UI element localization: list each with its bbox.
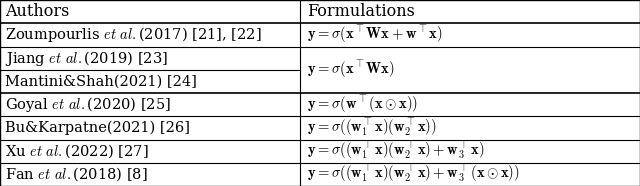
Text: $\mathbf{y} = \sigma(\mathbf{w}^\top (\mathbf{x} \odot \mathbf{x}))$: $\mathbf{y} = \sigma(\mathbf{w}^\top (\m… (307, 94, 419, 116)
Text: $\mathbf{y} = \sigma(\mathbf{x}^\top \mathbf{Wx} + \mathbf{w}^\top \mathbf{x})$: $\mathbf{y} = \sigma(\mathbf{x}^\top \ma… (307, 24, 443, 46)
Text: Mantini&Shah(2021) [24]: Mantini&Shah(2021) [24] (5, 74, 197, 88)
Text: Xu $\it{et~al.}$(2022) [27]: Xu $\it{et~al.}$(2022) [27] (5, 142, 148, 160)
Text: $\mathbf{y} = \sigma((\mathbf{w}_1^\top \mathbf{x})(\mathbf{w}_2^\top \mathbf{x}: $\mathbf{y} = \sigma((\mathbf{w}_1^\top … (307, 163, 520, 185)
Text: $\mathbf{y} = \sigma(\mathbf{x}^\top \mathbf{Wx})$: $\mathbf{y} = \sigma(\mathbf{x}^\top \ma… (307, 59, 395, 81)
Text: Formulations: Formulations (307, 3, 415, 20)
Text: Bu&Karpatne(2021) [26]: Bu&Karpatne(2021) [26] (5, 121, 190, 135)
Text: $\mathbf{y} = \sigma((\mathbf{w}_1^\top \mathbf{x})(\mathbf{w}_2^\top \mathbf{x}: $\mathbf{y} = \sigma((\mathbf{w}_1^\top … (307, 140, 484, 162)
Text: Fan $\it{et~al.}$(2018) [8]: Fan $\it{et~al.}$(2018) [8] (5, 166, 148, 183)
Text: Zoumpourlis $\it{et~al.}$(2017) [21], [22]: Zoumpourlis $\it{et~al.}$(2017) [21], [2… (5, 25, 262, 44)
Text: Goyal $\it{et~al.}$(2020) [25]: Goyal $\it{et~al.}$(2020) [25] (5, 95, 171, 114)
Text: Authors: Authors (5, 3, 70, 20)
Text: $\mathbf{y} = \sigma((\mathbf{w}_1^\top \mathbf{x})(\mathbf{w}_2^\top \mathbf{x}: $\mathbf{y} = \sigma((\mathbf{w}_1^\top … (307, 117, 437, 139)
Text: Jiang $\it{et~al.}$(2019) [23]: Jiang $\it{et~al.}$(2019) [23] (5, 49, 168, 68)
